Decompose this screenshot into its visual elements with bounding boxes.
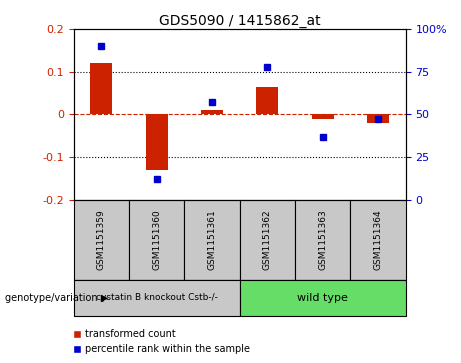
Bar xyxy=(184,200,240,280)
Bar xyxy=(201,110,223,114)
Bar xyxy=(367,114,389,123)
Bar xyxy=(312,114,334,119)
Text: GSM1151361: GSM1151361 xyxy=(207,209,217,270)
Bar xyxy=(146,114,168,170)
Title: GDS5090 / 1415862_at: GDS5090 / 1415862_at xyxy=(159,14,320,28)
Text: GSM1151363: GSM1151363 xyxy=(318,209,327,270)
Bar xyxy=(129,200,184,280)
Text: wild type: wild type xyxy=(297,293,348,303)
Bar xyxy=(256,87,278,114)
Text: GSM1151359: GSM1151359 xyxy=(97,209,106,270)
Text: GSM1151360: GSM1151360 xyxy=(152,209,161,270)
Bar xyxy=(240,200,295,280)
Legend: transformed count, percentile rank within the sample: transformed count, percentile rank withi… xyxy=(70,326,254,358)
Bar xyxy=(350,200,406,280)
Bar xyxy=(295,200,350,280)
Text: GSM1151362: GSM1151362 xyxy=(263,209,272,270)
Text: GSM1151364: GSM1151364 xyxy=(373,209,383,270)
Bar xyxy=(74,280,240,316)
Bar xyxy=(74,200,129,280)
Bar xyxy=(240,280,406,316)
Text: genotype/variation ▶: genotype/variation ▶ xyxy=(5,293,108,303)
Text: cystatin B knockout Cstb-/-: cystatin B knockout Cstb-/- xyxy=(96,293,218,302)
Bar xyxy=(90,63,112,114)
